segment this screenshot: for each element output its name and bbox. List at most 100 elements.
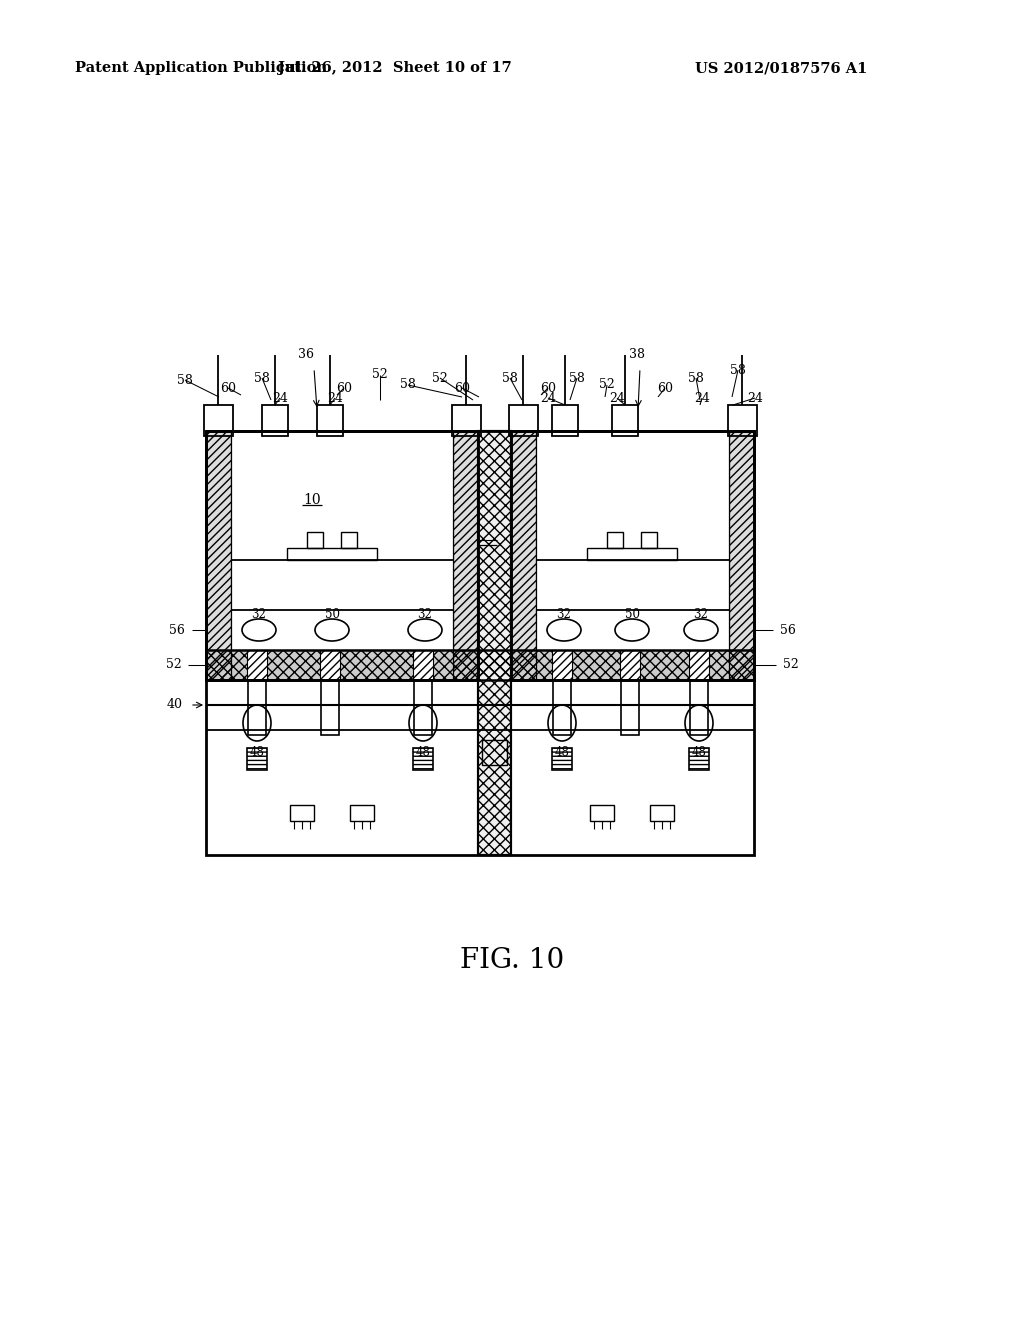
Text: 52: 52 <box>432 371 447 384</box>
Bar <box>612 405 638 436</box>
Bar <box>478 432 511 855</box>
Text: 52: 52 <box>372 368 388 381</box>
Bar <box>247 649 267 680</box>
Text: 58: 58 <box>400 379 416 392</box>
Text: 10: 10 <box>303 492 321 507</box>
Text: 40: 40 <box>167 698 183 711</box>
Text: 38: 38 <box>629 348 645 362</box>
Bar <box>453 432 478 680</box>
Text: 32: 32 <box>693 609 709 622</box>
Text: 24: 24 <box>694 392 710 404</box>
Bar <box>621 680 639 735</box>
Bar <box>206 432 754 855</box>
Bar <box>511 432 536 680</box>
Text: 24: 24 <box>540 392 556 404</box>
Bar <box>729 432 754 680</box>
Bar <box>290 805 314 821</box>
Bar <box>553 680 571 735</box>
Bar <box>413 748 433 770</box>
Text: 24: 24 <box>609 392 625 404</box>
Bar <box>287 548 377 560</box>
Text: Patent Application Publication: Patent Application Publication <box>75 61 327 75</box>
Bar <box>511 432 536 680</box>
Bar <box>206 432 478 680</box>
Text: 58: 58 <box>688 371 703 384</box>
Text: 36: 36 <box>298 348 314 362</box>
Bar <box>552 405 578 436</box>
Bar <box>248 680 266 735</box>
Bar <box>206 432 231 680</box>
Bar <box>319 649 340 680</box>
Bar <box>552 649 572 680</box>
Bar <box>620 649 640 680</box>
Bar <box>206 432 231 680</box>
Bar <box>206 432 231 680</box>
Text: 56: 56 <box>169 623 185 636</box>
Bar <box>689 748 709 770</box>
Bar <box>607 532 623 548</box>
Bar <box>206 649 754 680</box>
Text: 48: 48 <box>555 747 569 759</box>
Bar <box>552 748 572 770</box>
Text: 32: 32 <box>418 609 432 622</box>
Bar <box>247 748 267 770</box>
Text: 56: 56 <box>780 623 796 636</box>
Text: 24: 24 <box>272 392 288 404</box>
Text: 58: 58 <box>730 363 745 376</box>
Text: 32: 32 <box>557 609 571 622</box>
Bar <box>206 432 478 680</box>
Bar <box>641 532 657 548</box>
Bar <box>620 649 640 680</box>
Bar <box>206 649 754 680</box>
Bar <box>204 405 233 436</box>
Text: 32: 32 <box>252 609 266 622</box>
Bar <box>206 649 754 680</box>
Bar <box>482 741 507 766</box>
Text: 50: 50 <box>325 609 340 622</box>
Text: 60: 60 <box>540 381 556 395</box>
Bar <box>452 405 481 436</box>
Bar <box>729 432 754 680</box>
Text: Jul. 26, 2012  Sheet 10 of 17: Jul. 26, 2012 Sheet 10 of 17 <box>279 61 512 75</box>
Bar <box>478 432 511 855</box>
Bar <box>231 432 453 680</box>
Bar <box>413 649 433 680</box>
Text: 56: 56 <box>477 533 495 546</box>
Bar <box>511 432 754 680</box>
Bar <box>587 548 677 560</box>
Text: 52: 52 <box>166 659 182 672</box>
Bar <box>552 649 572 680</box>
Bar <box>317 405 343 436</box>
Bar <box>453 432 478 680</box>
Text: 60: 60 <box>336 381 352 395</box>
Bar <box>414 680 432 735</box>
Text: 48: 48 <box>416 747 430 759</box>
Text: 50: 50 <box>625 609 640 622</box>
Text: 60: 60 <box>657 381 673 395</box>
Bar <box>728 405 757 436</box>
Text: 24: 24 <box>327 392 343 404</box>
Bar <box>247 649 267 680</box>
Bar <box>509 405 538 436</box>
Bar <box>536 432 729 680</box>
Bar <box>690 680 708 735</box>
Text: 58: 58 <box>502 371 518 384</box>
Bar <box>350 805 374 821</box>
Bar <box>413 748 433 770</box>
Bar <box>689 649 709 680</box>
Text: 48: 48 <box>691 747 707 759</box>
Text: 24: 24 <box>748 392 763 404</box>
Bar <box>511 432 754 680</box>
Bar <box>650 805 674 821</box>
Text: 60: 60 <box>454 381 470 395</box>
Text: US 2012/0187576 A1: US 2012/0187576 A1 <box>695 61 867 75</box>
Bar <box>319 649 340 680</box>
Bar <box>321 680 339 735</box>
Bar <box>511 432 536 680</box>
Bar <box>413 649 433 680</box>
Text: 52: 52 <box>783 659 799 672</box>
Bar <box>689 649 709 680</box>
Bar <box>590 805 614 821</box>
Bar <box>262 405 288 436</box>
Text: FIG. 10: FIG. 10 <box>460 946 564 974</box>
